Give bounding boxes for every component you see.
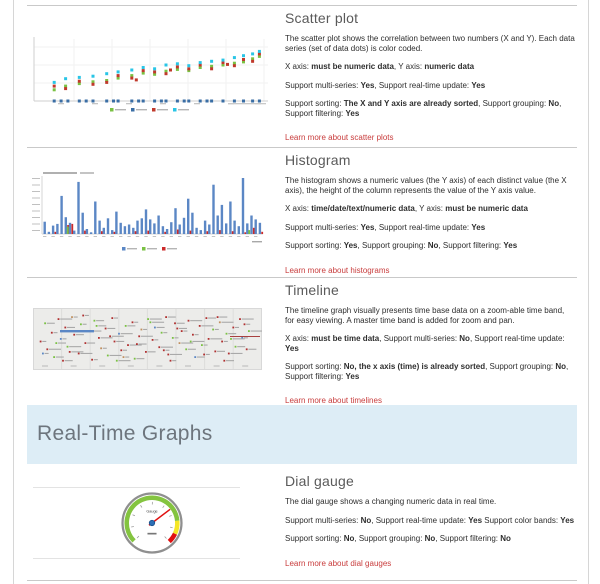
timeline-thumbnail	[33, 308, 263, 375]
learn-more-histogram-link[interactable]: Learn more about histograms	[285, 265, 390, 275]
page-content: Scatter plot The scatter plot shows the …	[27, 0, 577, 584]
section-paragraph: X axis: must be numeric data, Y axis: nu…	[285, 62, 475, 71]
section-paragraph: X axis: must be time data, Support multi…	[285, 334, 565, 353]
section-paragraph: The dial gauge shows a changing numeric …	[285, 497, 497, 506]
section-paragraph: The scatter plot shows the correlation b…	[285, 34, 575, 53]
section-paragraph: X axis: time/date/text/numeric data, Y a…	[285, 204, 528, 213]
section-title: Histogram	[285, 152, 351, 168]
dial-gauge-thumbnail: Gauge	[118, 489, 186, 562]
learn-more-dial-gauge-link[interactable]: Learn more about dial gauges	[285, 558, 392, 568]
page-edge-line	[13, 0, 14, 584]
learn-more-timeline-link[interactable]: Learn more about timelines	[285, 396, 382, 405]
section-paragraph: Support multi-series: Yes, Support real-…	[285, 222, 486, 232]
section-paragraph: The histogram shows a numeric values (th…	[285, 176, 567, 195]
section-paragraph: Support multi-series: No, Support real-t…	[285, 515, 575, 525]
section-paragraph: Support multi-series: Yes, Support real-…	[285, 80, 486, 90]
section-title: Scatter plot	[285, 10, 359, 26]
histogram-thumbnail	[30, 168, 265, 261]
section-divider	[27, 580, 577, 581]
banner-title: Real-Time Graphs	[37, 422, 213, 445]
real-time-graphs-banner: Real-Time Graphs	[27, 405, 577, 464]
svg-text:Gauge: Gauge	[146, 509, 157, 513]
scatter-plot-thumbnail	[30, 33, 270, 118]
scatter-plot-text-column: Scatter plot The scatter plot shows the …	[285, 10, 575, 145]
section-title: Dial gauge	[285, 473, 354, 489]
section-paragraph: Support sorting: The X and Y axis are al…	[285, 99, 562, 118]
section-paragraph: Support sorting: No, Support grouping: N…	[285, 534, 511, 543]
section-divider	[27, 147, 577, 148]
section-timeline: Timeline The timeline graph visually pre…	[27, 277, 577, 405]
section-paragraph: Support sorting: Yes, Support grouping: …	[285, 241, 518, 250]
section-dial-gauge: Gauge Dial gauge The dial gauge shows a …	[27, 468, 577, 580]
learn-more-scatter-link[interactable]: Learn more about scatter plots	[285, 133, 394, 142]
section-histogram: Histogram The histogram shows a numeric …	[27, 147, 577, 277]
section-title: Timeline	[285, 282, 339, 298]
timeline-text-column: Timeline The timeline graph visually pre…	[285, 282, 575, 408]
dial-gauge-thumbnail-box: Gauge	[33, 487, 240, 559]
page-edge-line	[588, 0, 589, 584]
section-paragraph: The timeline graph visually presents tim…	[285, 306, 565, 325]
section-scatter-plot: Scatter plot The scatter plot shows the …	[27, 5, 577, 147]
histogram-text-column: Histogram The histogram shows a numeric …	[285, 152, 575, 278]
section-divider	[27, 5, 577, 6]
section-paragraph: Support sorting: No, the x axis (time) i…	[285, 362, 569, 381]
dial-gauge-text-column: Dial gauge The dial gauge shows a changi…	[285, 473, 575, 571]
section-divider	[27, 277, 577, 278]
